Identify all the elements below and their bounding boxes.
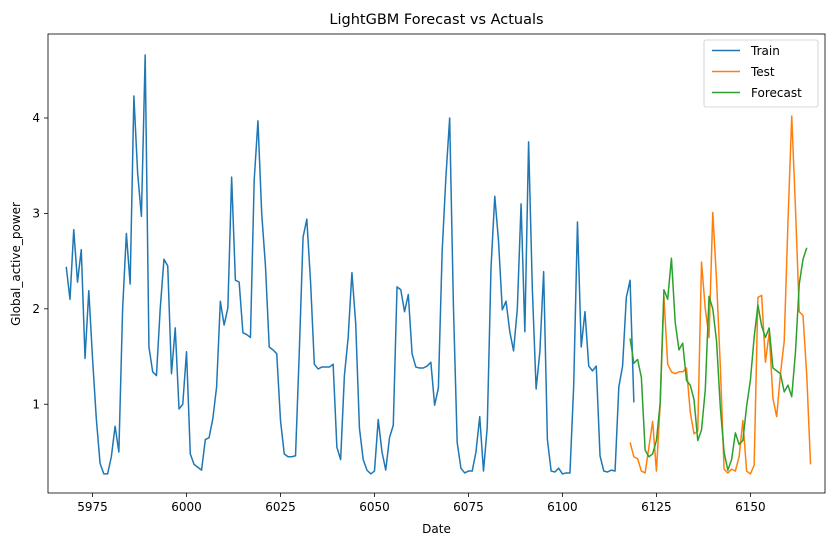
y-tick-label: 1 bbox=[32, 397, 40, 411]
x-tick-label: 5975 bbox=[77, 500, 108, 514]
series-line-train bbox=[65, 54, 635, 475]
x-tick-label: 6025 bbox=[265, 500, 296, 514]
x-tick-label: 6075 bbox=[453, 500, 484, 514]
x-tick-label: 6125 bbox=[641, 500, 672, 514]
series-line-forecast bbox=[629, 247, 808, 471]
y-tick-label: 4 bbox=[32, 111, 40, 125]
x-tick-label: 6050 bbox=[359, 500, 390, 514]
legend-label-train: Train bbox=[750, 44, 780, 58]
x-tick-label: 6100 bbox=[547, 500, 578, 514]
x-axis: 5975 6000 6025 6050 6075 6100 6125 6150 bbox=[77, 493, 766, 514]
legend: Train Test Forecast bbox=[703, 39, 819, 108]
x-tick-label: 6150 bbox=[735, 500, 766, 514]
legend-box bbox=[703, 39, 819, 108]
legend-label-forecast: Forecast bbox=[751, 86, 802, 100]
y-tick-label: 2 bbox=[32, 302, 40, 316]
y-axis: 1 2 3 4 bbox=[32, 111, 48, 411]
x-axis-title: Date bbox=[422, 522, 451, 536]
plot-frame bbox=[47, 33, 826, 494]
y-tick-label: 3 bbox=[32, 206, 40, 220]
chart-title: LightGBM Forecast vs Actuals bbox=[329, 12, 543, 28]
series-layer bbox=[65, 54, 812, 475]
y-axis-title: Global_active_power bbox=[9, 202, 23, 326]
legend-label-test: Test bbox=[750, 65, 775, 79]
x-tick-label: 6000 bbox=[171, 500, 202, 514]
